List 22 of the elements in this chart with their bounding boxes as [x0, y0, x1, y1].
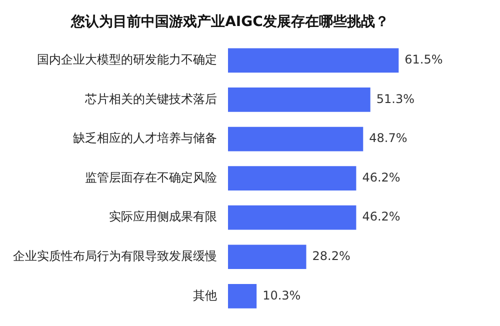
data-label: 51.3%: [376, 92, 414, 106]
y-tick-label: 缺乏相应的人才培养与储备: [73, 131, 217, 146]
y-tick-label: 实际应用侧成果有限: [109, 210, 217, 224]
data-label: 28.2%: [312, 248, 350, 263]
bar: [228, 88, 370, 112]
bar: [228, 244, 306, 270]
data-label: 46.2%: [362, 210, 400, 224]
bar: [228, 48, 399, 73]
y-tick-label: 国内企业大模型的研发能力不确定: [37, 52, 217, 67]
bar: [228, 166, 356, 190]
bar: [228, 205, 356, 230]
bar: [228, 126, 364, 152]
data-label: 46.2%: [362, 170, 400, 184]
y-tick-label: 企业实质性布局行为有限导致发展缓慢: [13, 248, 217, 263]
data-label: 61.5%: [404, 52, 443, 67]
data-label: 10.3%: [262, 288, 301, 302]
bar: [228, 284, 257, 308]
chart-title: 您认为目前中国游戏产业AIGC发展存在哪些挑战？: [70, 13, 389, 30]
y-tick-label: 监管层面存在不确定风险: [85, 170, 217, 184]
data-label: 48.7%: [369, 131, 408, 146]
y-tick-label: 芯片相关的关键技术落后: [84, 92, 217, 106]
y-tick-label: 其他: [193, 288, 217, 302]
